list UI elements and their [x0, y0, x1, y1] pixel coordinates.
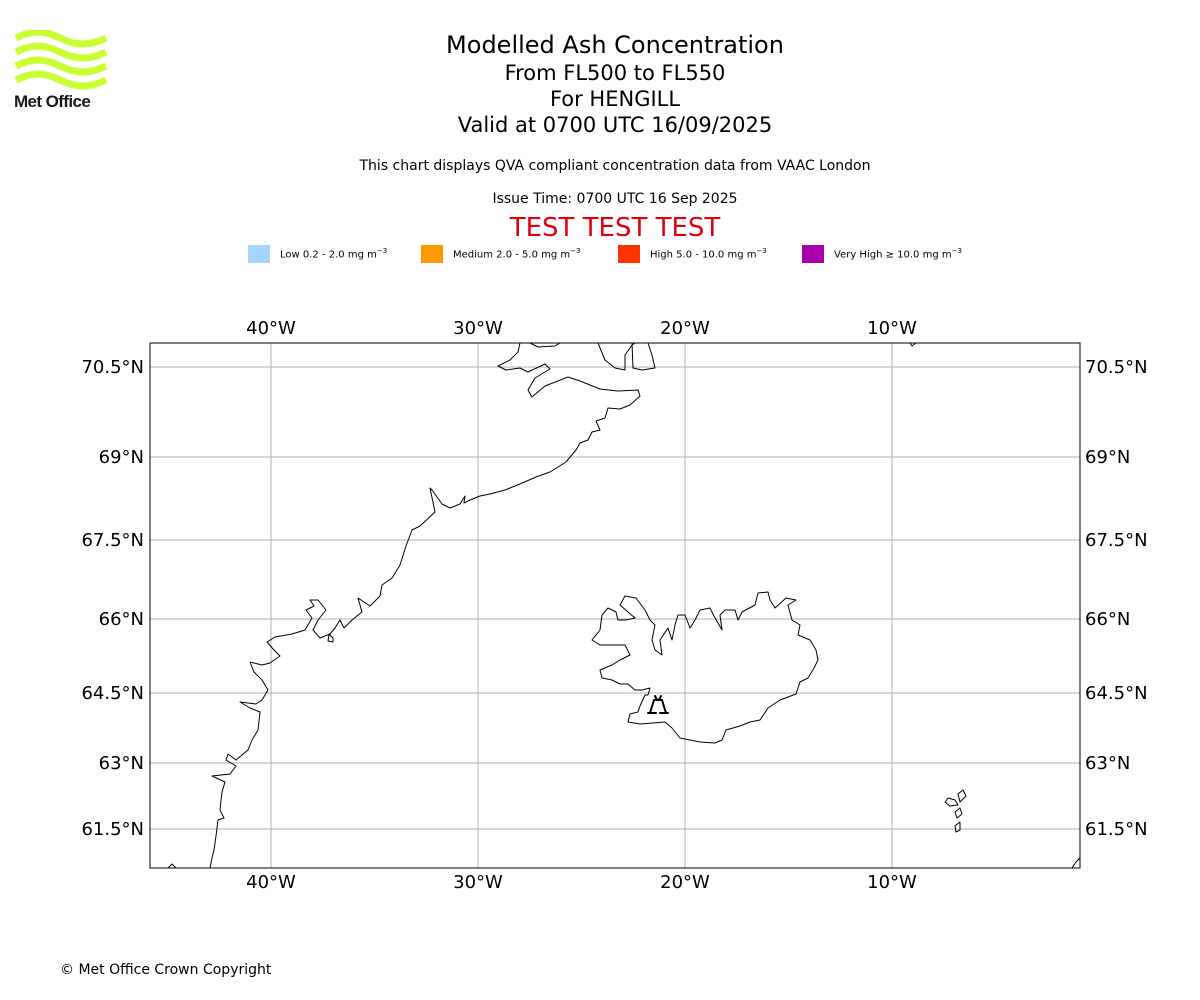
bottom-longitude-labels: 40°W 30°W 20°W 10°W — [246, 872, 917, 893]
legend-swatch-high — [618, 245, 640, 263]
volcano-name: For HENGILL — [549, 87, 681, 111]
lon-label-top-10w: 10°W — [867, 318, 917, 339]
met-office-wordmark: Met Office — [14, 92, 91, 111]
legend-swatch-medium — [421, 245, 443, 263]
legend-label-high: High 5.0 - 10.0 mg m−3 — [650, 247, 767, 261]
greenland-island-a — [327, 633, 334, 643]
lon-label-top-30w: 30°W — [453, 318, 503, 339]
legend-item-medium: Medium 2.0 - 5.0 mg m−3 — [421, 244, 580, 264]
lat-label-right-67-5n: 67.5°N — [1085, 530, 1148, 551]
faroe-island-b — [957, 789, 967, 803]
chart-title: Modelled Ash Concentration — [446, 31, 784, 59]
lat-label-left-70-5n: 70.5°N — [81, 357, 144, 378]
test-banner: TEST TEST TEST — [509, 213, 721, 243]
map-frame — [149, 342, 1081, 869]
lat-label-right-61-5n: 61.5°N — [1085, 819, 1148, 840]
greenland-island-c — [597, 343, 636, 371]
faroe-island-a — [944, 797, 959, 807]
legend-swatch-low — [248, 245, 270, 263]
greenland-island-e — [909, 343, 917, 347]
lat-label-left-63n: 63°N — [99, 753, 144, 774]
map-gridlines — [150, 343, 1080, 868]
legend-swatch-very-high — [802, 245, 824, 263]
legend-label-low: Low 0.2 - 2.0 mg m−3 — [280, 247, 388, 261]
lon-label-bottom-20w: 20°W — [660, 872, 710, 893]
lat-label-left-67-5n: 67.5°N — [81, 530, 144, 551]
greenland-south-tip — [167, 863, 177, 868]
lat-label-left-66n: 66°N — [99, 609, 144, 630]
volcano-icon — [647, 695, 669, 714]
lon-label-top-40w: 40°W — [246, 318, 296, 339]
lat-label-left-61-5n: 61.5°N — [81, 819, 144, 840]
right-latitude-labels: 70.5°N 69°N 67.5°N 66°N 64.5°N 63°N 61.5… — [1085, 357, 1148, 840]
lat-label-right-66n: 66°N — [1085, 609, 1130, 630]
greenland-island-b — [529, 343, 561, 348]
greenland-island-d — [631, 343, 656, 371]
chart-description: This chart displays QVA compliant concen… — [359, 158, 871, 174]
legend-item-very-high: Very High ≥ 10.0 mg m−3 — [802, 244, 962, 264]
lat-label-right-69n: 69°N — [1085, 447, 1130, 468]
faroe-island-c — [954, 807, 963, 819]
lon-label-bottom-30w: 30°W — [453, 872, 503, 893]
legend-label-very-high: Very High ≥ 10.0 mg m−3 — [834, 247, 962, 261]
lat-label-right-70-5n: 70.5°N — [1085, 357, 1148, 378]
lon-label-top-20w: 20°W — [660, 318, 710, 339]
left-latitude-labels: 70.5°N 69°N 67.5°N 66°N 64.5°N 63°N 61.5… — [81, 357, 144, 840]
lon-label-bottom-10w: 10°W — [867, 872, 917, 893]
iceland-coastline — [591, 591, 819, 744]
legend-label-medium: Medium 2.0 - 5.0 mg m−3 — [453, 247, 581, 261]
shetland-edge — [1071, 857, 1080, 868]
lat-label-right-64-5n: 64.5°N — [1085, 683, 1148, 704]
met-office-logo: Met Office — [14, 28, 110, 114]
lon-label-bottom-40w: 40°W — [246, 872, 296, 893]
chart-title-block: Modelled Ash Concentration From FL500 to… — [0, 30, 1200, 138]
met-office-wave-icon — [14, 28, 108, 90]
legend-item-low: Low 0.2 - 2.0 mg m−3 — [248, 244, 387, 264]
issue-time: Issue Time: 0700 UTC 16 Sep 2025 — [492, 191, 738, 207]
flight-level-range: From FL500 to FL550 — [504, 61, 726, 85]
valid-time: Valid at 0700 UTC 16/09/2025 — [457, 113, 773, 137]
lat-label-left-69n: 69°N — [99, 447, 144, 468]
copyright-notice: © Met Office Crown Copyright — [60, 962, 272, 978]
lat-label-right-63n: 63°N — [1085, 753, 1130, 774]
faroe-island-d — [954, 821, 961, 833]
greenland-coastline — [209, 343, 641, 868]
lat-label-left-64-5n: 64.5°N — [81, 683, 144, 704]
legend-item-high: High 5.0 - 10.0 mg m−3 — [618, 244, 767, 264]
top-longitude-labels: 40°W 30°W 20°W 10°W — [246, 318, 917, 339]
